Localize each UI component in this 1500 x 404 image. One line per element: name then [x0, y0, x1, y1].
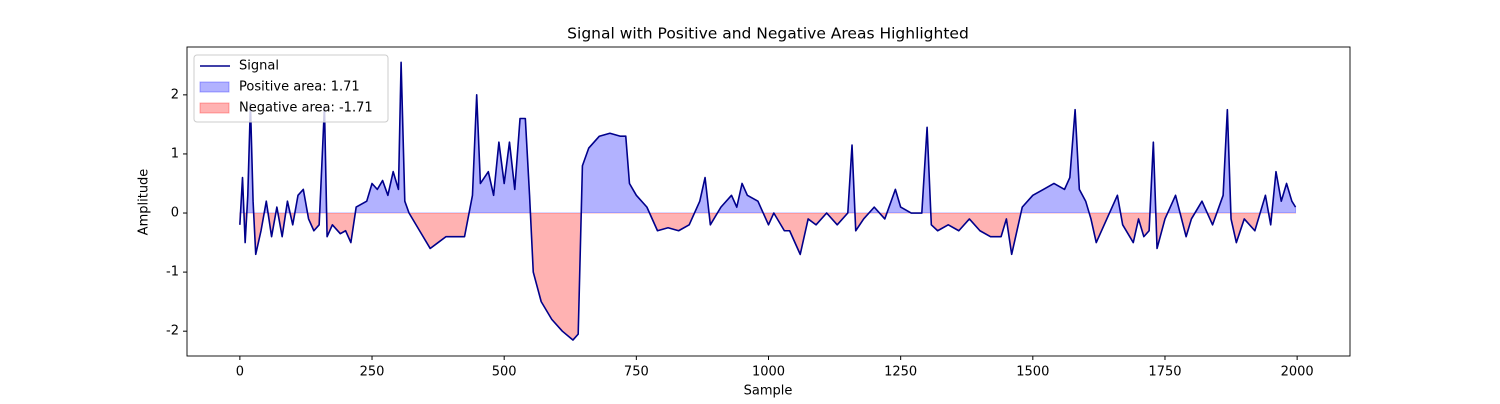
x-tick-label: 0: [236, 365, 244, 380]
x-tick-label: 500: [492, 365, 517, 380]
x-tick-label: 250: [360, 365, 385, 380]
legend-patch: [199, 102, 230, 114]
x-tick-label: 1000: [752, 365, 785, 380]
legend-patch: [199, 81, 230, 93]
y-tick-label: 0: [171, 206, 179, 221]
x-tick-label: 1750: [1148, 365, 1181, 380]
legend-label: Positive area: 1.71: [239, 80, 360, 95]
legend-label: Negative area: -1.71: [239, 101, 373, 116]
x-tick-label: 1250: [884, 365, 917, 380]
y-axis-label: Amplitude: [137, 169, 152, 236]
signal-line: [239, 61, 1297, 341]
x-tick-label: 750: [624, 365, 649, 380]
y-tick-label: -1: [166, 265, 179, 280]
legend-label: Signal: [239, 59, 279, 74]
chart-title: Signal with Positive and Negative Areas …: [567, 25, 969, 43]
x-tick-label: 1500: [1016, 365, 1049, 380]
x-axis-label: Sample: [744, 384, 793, 399]
y-tick-label: 1: [171, 146, 179, 161]
y-tick-label: -2: [166, 324, 179, 339]
x-tick-label: 2000: [1281, 365, 1314, 380]
y-tick-label: 2: [171, 87, 179, 102]
legend-box: [193, 54, 389, 123]
